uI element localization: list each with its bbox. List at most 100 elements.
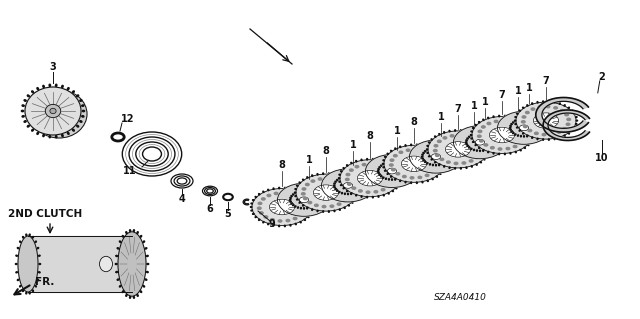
Ellipse shape bbox=[56, 136, 57, 138]
Ellipse shape bbox=[523, 133, 524, 134]
Ellipse shape bbox=[372, 197, 373, 198]
Ellipse shape bbox=[356, 178, 357, 179]
Ellipse shape bbox=[317, 201, 318, 202]
Ellipse shape bbox=[290, 201, 291, 202]
Ellipse shape bbox=[399, 174, 401, 175]
Ellipse shape bbox=[531, 108, 535, 110]
Ellipse shape bbox=[523, 107, 524, 108]
Ellipse shape bbox=[268, 189, 269, 191]
Ellipse shape bbox=[343, 188, 344, 189]
Ellipse shape bbox=[454, 126, 506, 159]
Ellipse shape bbox=[390, 150, 392, 152]
Ellipse shape bbox=[478, 130, 482, 132]
Ellipse shape bbox=[565, 114, 568, 116]
Ellipse shape bbox=[32, 129, 33, 131]
Ellipse shape bbox=[334, 179, 337, 181]
Ellipse shape bbox=[360, 181, 361, 182]
Ellipse shape bbox=[516, 102, 576, 139]
Ellipse shape bbox=[388, 193, 389, 194]
Ellipse shape bbox=[145, 279, 147, 280]
Ellipse shape bbox=[379, 167, 380, 168]
Ellipse shape bbox=[296, 196, 300, 198]
Ellipse shape bbox=[481, 126, 485, 128]
Ellipse shape bbox=[444, 166, 445, 167]
Ellipse shape bbox=[361, 196, 362, 197]
Ellipse shape bbox=[284, 187, 285, 189]
Ellipse shape bbox=[394, 155, 397, 157]
Ellipse shape bbox=[361, 185, 362, 186]
Ellipse shape bbox=[337, 203, 341, 205]
Ellipse shape bbox=[400, 180, 401, 182]
Ellipse shape bbox=[510, 116, 511, 117]
Ellipse shape bbox=[411, 144, 412, 145]
Ellipse shape bbox=[532, 134, 533, 135]
Ellipse shape bbox=[82, 116, 84, 117]
Text: 8: 8 bbox=[323, 145, 330, 156]
Ellipse shape bbox=[293, 218, 297, 219]
Ellipse shape bbox=[515, 134, 516, 135]
Ellipse shape bbox=[515, 151, 516, 153]
Ellipse shape bbox=[82, 105, 84, 106]
Ellipse shape bbox=[16, 255, 17, 256]
Ellipse shape bbox=[372, 159, 373, 160]
Text: 8: 8 bbox=[278, 160, 285, 170]
Ellipse shape bbox=[403, 175, 406, 178]
Ellipse shape bbox=[37, 248, 38, 249]
Text: 7: 7 bbox=[499, 90, 506, 100]
Ellipse shape bbox=[390, 176, 392, 177]
Ellipse shape bbox=[271, 219, 274, 221]
Ellipse shape bbox=[378, 196, 379, 197]
Ellipse shape bbox=[295, 223, 296, 225]
Ellipse shape bbox=[476, 133, 477, 135]
Ellipse shape bbox=[305, 183, 309, 186]
Ellipse shape bbox=[468, 147, 470, 148]
Ellipse shape bbox=[483, 133, 484, 135]
Text: 1: 1 bbox=[470, 101, 477, 111]
Ellipse shape bbox=[400, 146, 401, 147]
Ellipse shape bbox=[476, 139, 484, 145]
Ellipse shape bbox=[404, 167, 405, 168]
Ellipse shape bbox=[303, 190, 305, 192]
Text: 11: 11 bbox=[124, 166, 137, 176]
Ellipse shape bbox=[542, 133, 546, 136]
Ellipse shape bbox=[26, 234, 27, 236]
Ellipse shape bbox=[352, 187, 356, 189]
Ellipse shape bbox=[536, 123, 537, 125]
Ellipse shape bbox=[28, 125, 29, 127]
Ellipse shape bbox=[385, 156, 386, 157]
Ellipse shape bbox=[439, 164, 440, 165]
Ellipse shape bbox=[361, 183, 362, 184]
Ellipse shape bbox=[454, 167, 456, 169]
Ellipse shape bbox=[396, 173, 399, 175]
Ellipse shape bbox=[431, 171, 435, 173]
Ellipse shape bbox=[537, 127, 538, 128]
Ellipse shape bbox=[498, 148, 502, 150]
Ellipse shape bbox=[422, 154, 423, 155]
Ellipse shape bbox=[483, 119, 484, 121]
Ellipse shape bbox=[351, 162, 352, 164]
Ellipse shape bbox=[328, 211, 330, 212]
Ellipse shape bbox=[22, 105, 24, 106]
Ellipse shape bbox=[80, 100, 82, 101]
Ellipse shape bbox=[67, 88, 69, 90]
Ellipse shape bbox=[346, 174, 350, 176]
Ellipse shape bbox=[61, 85, 63, 87]
Ellipse shape bbox=[398, 185, 399, 186]
Ellipse shape bbox=[520, 119, 521, 121]
Ellipse shape bbox=[466, 140, 467, 141]
Ellipse shape bbox=[395, 178, 396, 180]
Ellipse shape bbox=[548, 139, 549, 140]
Ellipse shape bbox=[402, 176, 403, 177]
Ellipse shape bbox=[504, 115, 506, 117]
Ellipse shape bbox=[400, 178, 401, 179]
Ellipse shape bbox=[77, 95, 79, 97]
Ellipse shape bbox=[300, 221, 301, 223]
Ellipse shape bbox=[303, 179, 304, 180]
Ellipse shape bbox=[522, 121, 525, 123]
Ellipse shape bbox=[529, 135, 531, 136]
Ellipse shape bbox=[269, 199, 294, 215]
Ellipse shape bbox=[308, 217, 309, 218]
Ellipse shape bbox=[24, 121, 26, 122]
Ellipse shape bbox=[290, 188, 291, 189]
Ellipse shape bbox=[488, 151, 489, 153]
